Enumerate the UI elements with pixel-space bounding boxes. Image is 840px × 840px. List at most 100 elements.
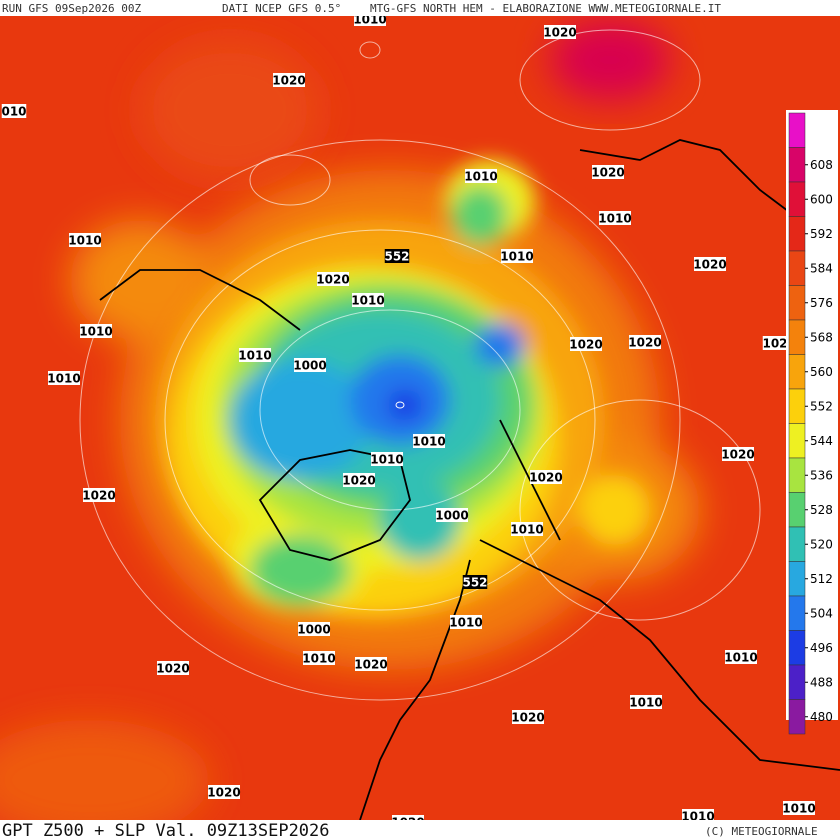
isobar-label-bg: [436, 508, 468, 522]
isobar-label-bg: [317, 272, 349, 286]
colorbar-label: 504: [810, 606, 833, 620]
isobar-label-bg: [629, 335, 661, 349]
isobar-label: 1020: [628, 336, 661, 350]
coastlines: [99, 139, 840, 820]
isobar-label: 1020: [591, 166, 624, 180]
isobar-label-bg: [352, 293, 384, 307]
isobar-label: 552: [384, 250, 409, 264]
colorbar-label: 480: [810, 710, 833, 724]
colorbar-band: [788, 181, 806, 217]
header-source: DATI NCEP GFS 0.5°: [222, 2, 341, 15]
isobar-label: 1020: [316, 273, 349, 287]
colorbar-band: [788, 319, 806, 355]
colorbar-band: [788, 112, 806, 148]
colorbar-band: [788, 561, 806, 597]
colorbar-band: [788, 388, 806, 424]
isobar-label: 1020: [543, 26, 576, 40]
colorbar-label: 528: [810, 503, 833, 517]
isobar-label: 1010: [464, 170, 497, 184]
isobar-label-bg: [157, 661, 189, 675]
isobar-label-bg: [208, 785, 240, 799]
colorbar-band: [788, 526, 806, 562]
isobar-label-bg: [413, 434, 445, 448]
isobar-label-bg: [355, 657, 387, 671]
isobar-label: 1020: [82, 489, 115, 503]
isobar-label-bg: [592, 165, 624, 179]
isobar-label: 1020: [272, 74, 305, 88]
isobar-label-bg: [762, 336, 788, 350]
isobar-label: 1010: [370, 453, 403, 467]
colorbar-band: [788, 354, 806, 390]
isobar-label-bg: [682, 809, 714, 823]
isobar-label-bg: [384, 249, 410, 263]
isobar-label-bg: [371, 452, 403, 466]
isobar-label-bg: [570, 337, 602, 351]
colorbar-band: [788, 250, 806, 286]
colorbar-band: [788, 699, 806, 735]
copyright: (C) METEOGIORNALE: [705, 825, 818, 838]
isobar-label: 1010: [68, 234, 101, 248]
colorbar-label: 520: [810, 537, 833, 551]
isobar-label-bg: [722, 447, 754, 461]
colorbar-band: [788, 147, 806, 183]
colorbar-label: 584: [810, 261, 833, 275]
header-credit: MTG-GFS NORTH HEM - ELABORAZIONE WWW.MET…: [370, 2, 721, 15]
colorbar-label: 592: [810, 227, 833, 241]
colorbar-label: 544: [810, 434, 833, 448]
isobar-label: 1010: [302, 652, 335, 666]
colorbar-label: 568: [810, 330, 833, 344]
isobar-label-bg: [630, 695, 662, 709]
footer-title: GPT Z500 + SLP Val. 09Z13SEP2026: [2, 821, 330, 840]
colorbar-band: [788, 216, 806, 252]
isobar-label-bg: [530, 470, 562, 484]
isobar-label-bg: [465, 169, 497, 183]
isobar-label-bg: [80, 324, 112, 338]
isobar-label-bg: [783, 801, 815, 815]
isobar-label-bg: [501, 249, 533, 263]
isobar-label: 010: [1, 105, 26, 119]
isobar-label: 102: [762, 337, 787, 351]
isobar-label-bg: [273, 73, 305, 87]
isobar-label: 1010: [238, 349, 271, 363]
isobar-label: 1020: [511, 711, 544, 725]
isobars: [79, 29, 761, 701]
colorbar-label: 560: [810, 365, 833, 379]
colorbar-label: 600: [810, 192, 833, 206]
isobar-label-bg: [512, 710, 544, 724]
isobar-label: 1010: [500, 250, 533, 264]
isobar-label-bg: [1, 104, 27, 118]
isobar-label: 1020: [207, 786, 240, 800]
isobar-label: 1020: [156, 662, 189, 676]
isobar-label-bg: [239, 348, 271, 362]
isobar-label: 1010: [79, 325, 112, 339]
isobar-label: 1010: [724, 651, 757, 665]
isobar-label-bg: [544, 25, 576, 39]
colorbar-label: 512: [810, 572, 833, 586]
isobar-label-bg: [450, 615, 482, 629]
colorbar-label: 488: [810, 675, 833, 689]
isobar-label: 1010: [449, 616, 482, 630]
field: [0, 16, 840, 820]
isobar-label-bg: [69, 233, 101, 247]
isobar-label: 1020: [529, 471, 562, 485]
colorbar-band: [788, 492, 806, 528]
isobar-label: 1010: [629, 696, 662, 710]
isobar-label: 1010: [412, 435, 445, 449]
isobar-label: 1010: [782, 802, 815, 816]
isobar-label-bg: [511, 522, 543, 536]
isobar-label: 1020: [342, 474, 375, 488]
colorbar-band: [788, 630, 806, 666]
isobar-label: 1010: [47, 372, 80, 386]
colorbar-label: 552: [810, 399, 833, 413]
isobar-label: 1020: [569, 338, 602, 352]
isobar-label-bg: [48, 371, 80, 385]
colorbar-label: 608: [810, 158, 833, 172]
isobar-label: 1000: [297, 623, 330, 637]
isobar-label-bg: [694, 257, 726, 271]
isobar-label-bg: [298, 622, 330, 636]
isobar-label: 1010: [510, 523, 543, 537]
colorbar-label: 536: [810, 468, 833, 482]
isobar-label-bg: [725, 650, 757, 664]
colorbar-label: 576: [810, 296, 833, 310]
